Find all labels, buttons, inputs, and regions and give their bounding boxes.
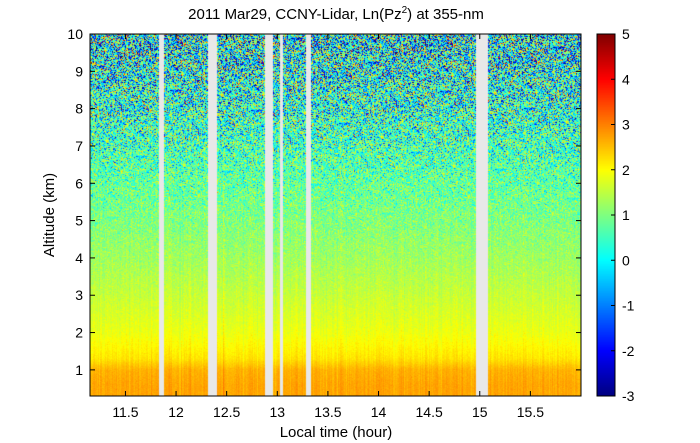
plot-frame	[89, 33, 582, 397]
y-axis-ticks: 1 2 3 4 5 6 7 8 9 10	[67, 26, 581, 378]
colorbar-tick-label: 4	[622, 71, 630, 87]
x-tick-label: 14.5	[416, 404, 443, 420]
y-tick-label: 9	[75, 63, 83, 79]
x-axis-label: Local time (hour)	[280, 424, 393, 441]
x-tick-label: 14	[371, 404, 387, 420]
y-tick-label: 4	[75, 250, 83, 266]
colorbar-tick-label: -3	[622, 388, 635, 404]
x-axis-ticks: 11.5 12 12.5 13 13.5 14 14.5 15 15.5	[112, 34, 544, 420]
colorbar-tick-label: 5	[622, 26, 630, 42]
y-tick-label: 1	[75, 362, 83, 378]
y-tick-label: 8	[75, 101, 83, 117]
colorbar-tick-label: 3	[622, 117, 630, 133]
colorbar-ticks: -3 -2 -1 0 1 2 3 4 5	[611, 26, 635, 404]
colorbar-tick-label: 0	[622, 252, 630, 268]
colorbar-tick-label: 2	[622, 162, 630, 178]
y-tick-label: 10	[67, 26, 83, 42]
y-tick-label: 5	[75, 213, 83, 229]
y-tick-label: 2	[75, 325, 83, 341]
x-tick-label: 12.5	[213, 404, 240, 420]
y-tick-label: 6	[75, 175, 83, 191]
x-tick-label: 11.5	[112, 404, 138, 420]
x-tick-label: 13.5	[314, 404, 341, 420]
colorbar	[597, 34, 615, 396]
y-tick-label: 3	[75, 287, 83, 303]
y-tick-label: 7	[75, 138, 83, 154]
x-tick-label: 15	[472, 404, 488, 420]
x-tick-label: 13	[269, 404, 285, 420]
x-tick-label: 12	[168, 404, 184, 420]
heatmap-image	[90, 34, 581, 396]
chart-title: 2011 Mar29, CCNY-Lidar, Ln(Pz2) at 355-n…	[188, 5, 484, 23]
colorbar-tick-label: -2	[622, 343, 635, 359]
x-tick-label: 15.5	[517, 404, 544, 420]
colorbar-tick-label: 1	[622, 207, 630, 223]
y-axis-label: Altitude (km)	[41, 173, 58, 257]
colorbar-tick-label: -1	[622, 298, 635, 314]
